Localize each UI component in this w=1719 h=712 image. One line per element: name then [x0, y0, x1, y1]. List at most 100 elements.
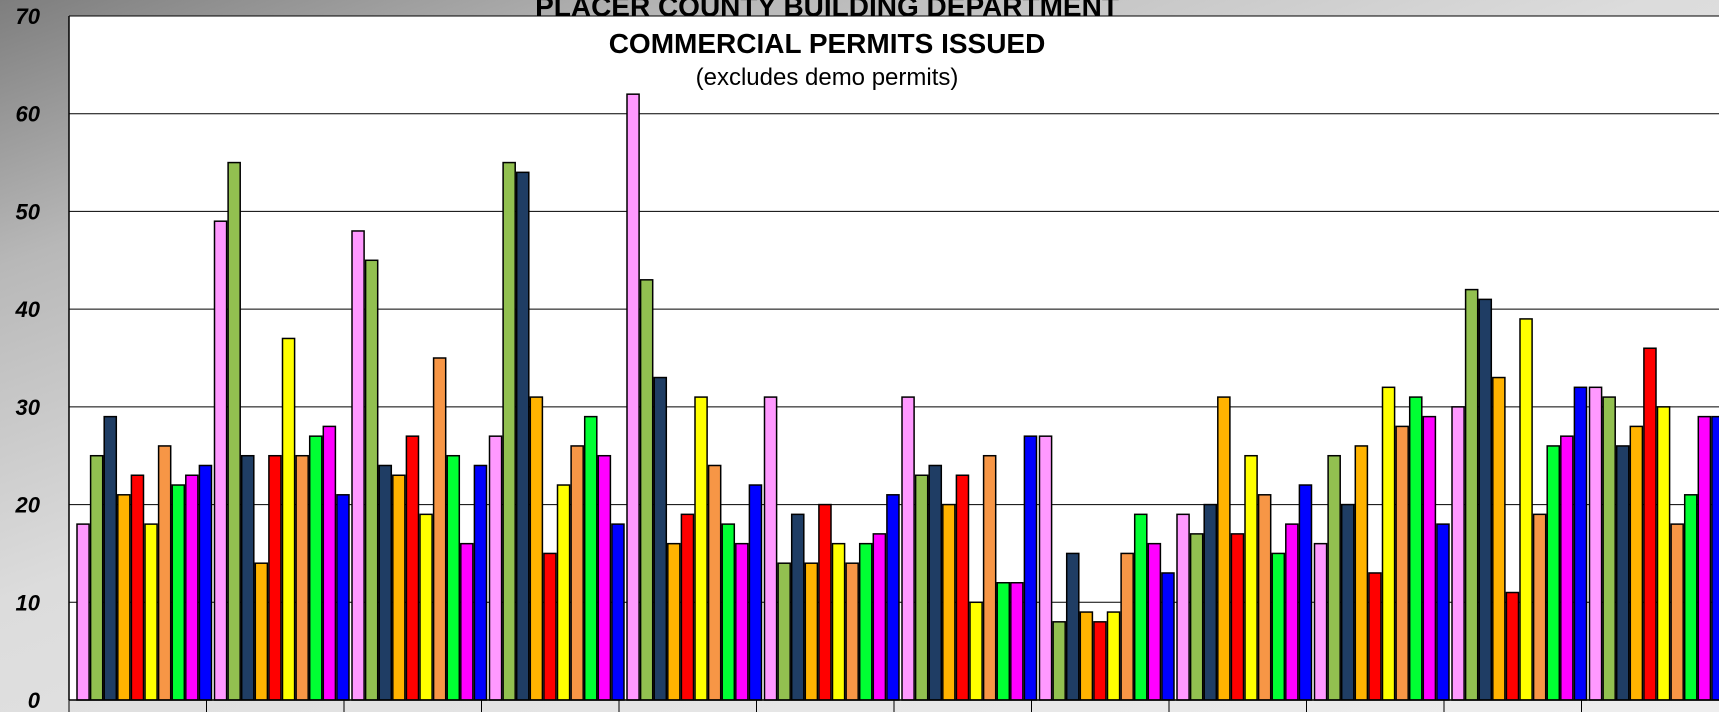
bar-oct-9	[597, 454, 612, 701]
chart-subtitle: (excludes demo permits)	[696, 64, 959, 91]
bar-oct-1	[488, 435, 503, 701]
category-label: FEB	[1077, 709, 1124, 712]
bar-may-2	[1464, 288, 1479, 701]
bar-dec-8	[858, 542, 873, 701]
bar-jul-10	[198, 464, 213, 701]
bar-dec-10	[886, 494, 900, 701]
bar-jan-4	[942, 503, 956, 701]
bar-jan-2	[914, 474, 929, 701]
bar-feb-5	[1093, 621, 1107, 701]
bar-mar-10	[1298, 484, 1313, 701]
bar-may-3	[1478, 298, 1493, 701]
bar-oct-6	[556, 484, 571, 701]
bar-aug-6	[281, 337, 296, 701]
y-tick-label: 50	[16, 199, 41, 224]
bar-feb-1	[1038, 435, 1053, 701]
bar-jan-9	[1010, 581, 1024, 701]
bar-sep-1	[351, 230, 365, 701]
category-label: DEC	[800, 709, 851, 712]
bar-may-6	[1519, 318, 1533, 701]
bar-aug-9	[322, 425, 337, 701]
bar-dec-2	[777, 562, 791, 701]
bar-sep-5	[405, 435, 420, 701]
bar-feb-3	[1065, 552, 1080, 701]
category-label: OCT	[525, 709, 576, 712]
bar-may-1	[1451, 406, 1465, 701]
bar-feb-6	[1106, 611, 1121, 701]
chart-title-line-2: COMMERCIAL PERMITS ISSUED	[609, 28, 1046, 59]
bar-feb-2	[1052, 621, 1066, 701]
bar-dec-1	[763, 396, 778, 701]
bar-feb-10	[1161, 572, 1175, 701]
bar-jan-10	[1023, 435, 1038, 701]
bar-sep-2	[364, 259, 379, 701]
bar-jan-7	[982, 454, 997, 701]
bar-mar-9	[1285, 523, 1299, 701]
bar-jul-4	[117, 494, 131, 701]
bar-aug-5	[268, 454, 282, 701]
bar-jan-8	[996, 581, 1011, 701]
bar-jul-2	[89, 454, 104, 701]
category-label: NOV	[662, 709, 714, 712]
bar-nov-7	[707, 464, 722, 701]
bar-oct-2	[502, 161, 516, 701]
bar-jun-9	[1697, 415, 1712, 701]
bar-aug-1	[213, 220, 228, 701]
y-tick-label: 40	[15, 297, 41, 322]
bar-jun-3	[1615, 445, 1630, 701]
y-tick-label: 30	[16, 395, 41, 420]
y-tick-label: 60	[16, 102, 41, 127]
bar-sep-6	[419, 513, 433, 701]
bar-dec-6	[831, 542, 846, 701]
bar-sep-7	[432, 357, 447, 701]
category-label: JUL	[116, 709, 159, 712]
bar-mar-3	[1203, 503, 1218, 701]
bar-oct-10	[611, 523, 625, 701]
category-label: SEP	[389, 709, 437, 712]
bar-mar-6	[1244, 454, 1258, 701]
bar-nov-9	[735, 542, 749, 701]
bar-jul-3	[103, 415, 118, 701]
bar-feb-4	[1079, 611, 1094, 701]
bar-oct-7	[570, 445, 584, 701]
category-label: JAN	[940, 709, 985, 712]
bar-jun-8	[1683, 494, 1698, 701]
bar-oct-4	[529, 396, 544, 701]
category-label: JUN	[1627, 709, 1674, 712]
bar-jun-5	[1643, 347, 1657, 701]
bar-aug-8	[308, 435, 323, 701]
bar-apr-4	[1354, 445, 1369, 701]
bar-nov-3	[653, 376, 668, 701]
bar-mar-5	[1230, 533, 1245, 701]
bar-may-5	[1505, 591, 1520, 701]
bar-jun-4	[1629, 425, 1644, 701]
bar-oct-5	[543, 552, 557, 701]
bar-apr-5	[1368, 572, 1382, 701]
bar-apr-7	[1395, 425, 1409, 701]
bar-jan-6	[969, 601, 983, 701]
bar-apr-8	[1408, 396, 1423, 701]
bar-sep-9	[460, 542, 474, 701]
bar-dec-3	[790, 513, 805, 701]
bar-apr-2	[1327, 454, 1341, 701]
bar-sep-4	[392, 474, 406, 701]
bar-may-4	[1492, 376, 1506, 701]
category-label: APR	[1351, 709, 1400, 712]
bar-jan-5	[955, 474, 970, 701]
bar-feb-7	[1120, 552, 1134, 701]
y-tick-label: 10	[16, 590, 41, 615]
bar-mar-4	[1217, 396, 1231, 701]
bar-apr-3	[1340, 503, 1355, 701]
bar-may-10	[1573, 386, 1588, 701]
bar-may-8	[1546, 445, 1561, 701]
bar-feb-8	[1133, 513, 1148, 701]
bar-jun-7	[1670, 523, 1684, 701]
bar-jul-8	[171, 484, 186, 701]
bar-apr-10	[1436, 523, 1450, 701]
bar-jun-1	[1588, 386, 1603, 701]
bar-nov-1	[626, 93, 640, 701]
y-tick-label: 70	[16, 4, 41, 29]
bar-nov-5	[680, 513, 695, 701]
bar-nov-2	[639, 279, 654, 701]
